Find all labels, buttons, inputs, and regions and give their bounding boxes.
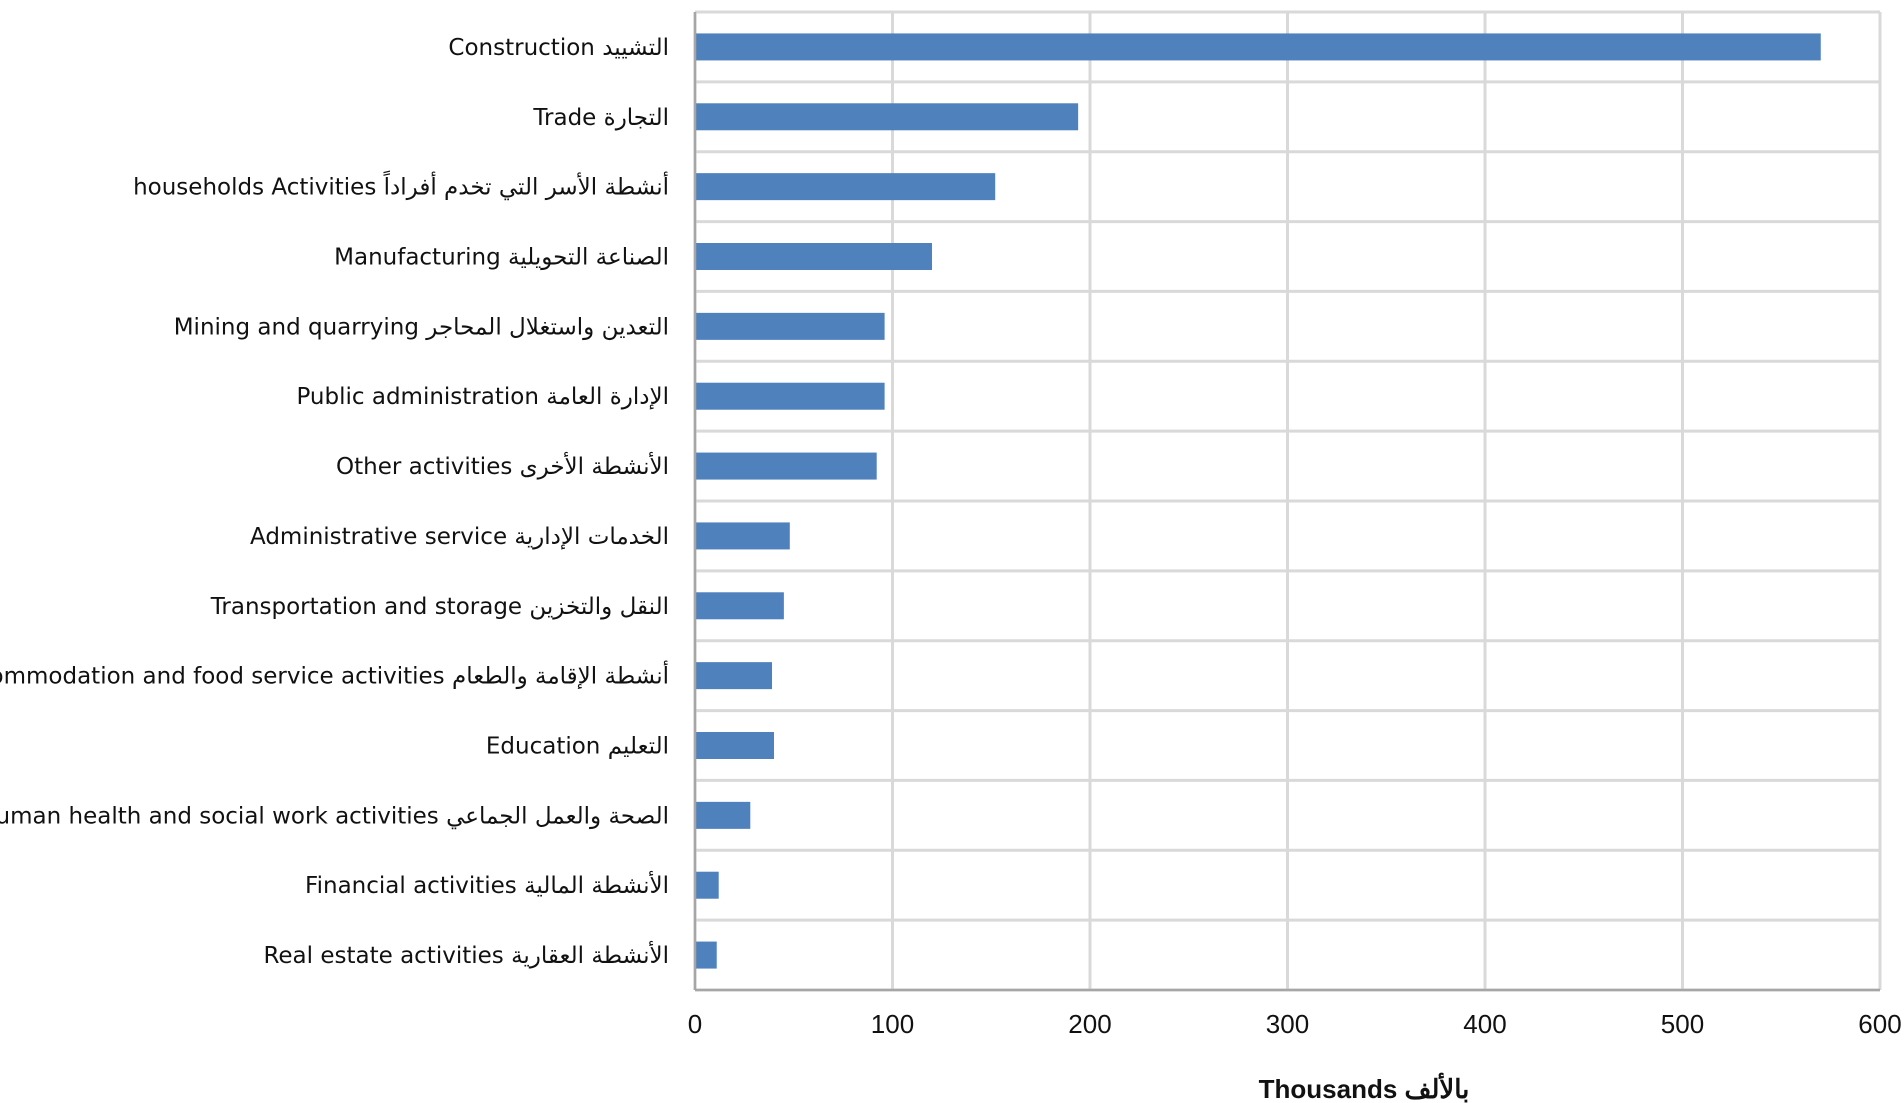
bar bbox=[695, 662, 773, 690]
bar bbox=[695, 871, 719, 899]
category-label: Education التعليم bbox=[486, 734, 669, 760]
category-label: Other activities الأنشطة الأخرى bbox=[336, 452, 669, 480]
bar bbox=[695, 173, 996, 201]
bar bbox=[695, 801, 751, 829]
bar bbox=[695, 592, 784, 620]
x-tick-label: 500 bbox=[1661, 1009, 1704, 1039]
category-label: Real estate activities الأنشطة العقارية bbox=[263, 941, 669, 969]
bars bbox=[695, 33, 1821, 969]
x-tick-label: 0 bbox=[688, 1009, 702, 1039]
category-label: Construction التشييد bbox=[448, 35, 669, 61]
x-tick-label: 100 bbox=[871, 1009, 914, 1039]
category-label: Public administration الإدارة العامة bbox=[296, 384, 669, 410]
category-label: Accommodation and food service activitie… bbox=[0, 661, 669, 690]
bar bbox=[695, 732, 774, 759]
category-label: Mining and quarrying التعدين واستغلال ال… bbox=[174, 314, 669, 340]
bar bbox=[695, 452, 877, 480]
bar bbox=[695, 382, 885, 410]
category-label: Financial activities الأنشطة المالية bbox=[305, 871, 669, 899]
bar bbox=[695, 312, 885, 340]
category-label: Manufacturing الصناعة التحويلية bbox=[334, 245, 669, 271]
category-labels: Construction التشييد Trade التجارة househo… bbox=[0, 35, 669, 969]
bar bbox=[695, 941, 717, 969]
bar bbox=[695, 243, 932, 270]
x-tick-label: 600 bbox=[1858, 1009, 1901, 1039]
x-tick-label: 200 bbox=[1068, 1009, 1111, 1039]
category-label: Human health and social work activities … bbox=[0, 803, 669, 829]
gridlines bbox=[693, 10, 1882, 992]
x-tick-labels: 0 100 200 300 400 500 600 bbox=[688, 1009, 1902, 1039]
axis-lines bbox=[693, 12, 1880, 992]
category-label: Administrative service الخدمات الإدارية bbox=[250, 524, 669, 550]
x-tick-label: 400 bbox=[1463, 1009, 1506, 1039]
bar bbox=[695, 522, 790, 550]
x-tick-label: 300 bbox=[1266, 1009, 1309, 1039]
bar bbox=[695, 103, 1079, 131]
category-label: Transportation and storage النقل والتخزي… bbox=[210, 594, 669, 620]
x-axis-title: Thousands بالألف bbox=[1259, 1072, 1470, 1103]
category-label: households Activities أنشطة الأسر التي ت… bbox=[133, 171, 669, 201]
bar bbox=[695, 33, 1821, 61]
category-label: Trade التجارة bbox=[532, 105, 669, 131]
